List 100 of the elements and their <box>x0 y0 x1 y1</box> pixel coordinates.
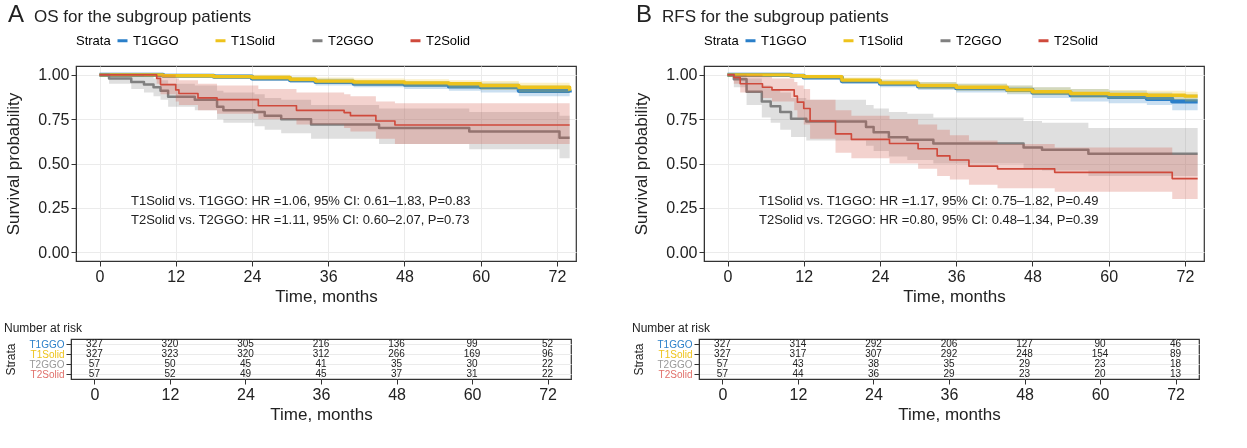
data-label: 57 <box>716 358 729 369</box>
data-label: 305 <box>237 338 255 349</box>
data-label: 38 <box>867 358 880 369</box>
data-label: 323 <box>161 348 179 359</box>
legend-label: T2GGO <box>328 32 374 48</box>
x-tick-label: 36 <box>947 267 966 285</box>
data-label: 30 <box>466 358 479 369</box>
data-label: 35 <box>943 358 955 369</box>
y-tick-label: 0.75 <box>666 110 698 128</box>
x-axis-title: Time, months <box>270 404 373 424</box>
x-tick-label: 0 <box>95 267 105 285</box>
data-label: 96 <box>542 348 554 359</box>
y-tick-label: 0.00 <box>666 243 698 261</box>
x-tick-label: 72 <box>1176 267 1195 285</box>
x-tick-label: 60 <box>1091 385 1110 403</box>
data-label: 99 <box>466 338 479 349</box>
data-label: 57 <box>716 368 729 379</box>
data-label: 266 <box>388 348 406 359</box>
data-label: 90 <box>1094 338 1107 349</box>
x-tick-label: 72 <box>539 385 558 403</box>
x-tick-label: 60 <box>1100 267 1119 285</box>
data-label: 314 <box>789 338 807 349</box>
y-tick-label: 0.00 <box>38 243 70 261</box>
annotation: T2Solid vs. T2GGO: HR =1.11, 95% CI: 0.60–2.07, P=0.73 <box>131 212 470 227</box>
chart-title: A <box>8 0 25 28</box>
data-label: 206 <box>940 338 958 349</box>
y-tick-label: T1Solid <box>658 348 693 360</box>
y-tick-label: T1Solid <box>30 348 65 360</box>
data-label: 44 <box>792 368 804 379</box>
chart-subtitle: RFS for the subgroup patients <box>662 7 889 27</box>
data-label: 29 <box>1018 358 1031 369</box>
legend-title: Strata <box>704 33 740 48</box>
data-label: 20 <box>1094 368 1107 379</box>
legend-label: T2Solid <box>426 32 471 48</box>
data-label: 320 <box>161 338 179 349</box>
x-axis-title: Time, months <box>275 286 378 306</box>
x-tick-label: 0 <box>90 385 100 403</box>
data-label: 18 <box>1170 358 1182 369</box>
x-tick-label: 12 <box>161 385 180 403</box>
data-label: 292 <box>940 348 958 359</box>
y-tick-label: T1GGO <box>29 338 65 350</box>
x-axis-title: Time, months <box>898 404 1001 424</box>
data-label: 307 <box>865 348 883 359</box>
data-label: 292 <box>865 338 883 349</box>
x-tick-label: 60 <box>463 385 482 403</box>
data-label: 52 <box>164 368 176 379</box>
y-axis-title: Survival probability <box>631 92 651 236</box>
data-label: 327 <box>86 348 104 359</box>
data-label: 49 <box>239 368 252 379</box>
data-label: 13 <box>1170 368 1182 379</box>
data-label: 23 <box>1094 358 1107 369</box>
data-label: 31 <box>466 368 479 379</box>
data-label: 46 <box>1170 338 1182 349</box>
data-label: 154 <box>1091 348 1109 359</box>
data-label: 50 <box>164 358 176 369</box>
data-label: 52 <box>542 338 554 349</box>
y-tick-label: 0.25 <box>666 199 698 217</box>
data-label: 327 <box>714 348 732 359</box>
x-tick-label: 12 <box>789 385 808 403</box>
data-label: 22 <box>542 358 554 369</box>
x-tick-label: 48 <box>396 267 414 285</box>
y-tick-label: T2Solid <box>658 368 693 380</box>
annotation: T1Solid vs. T1GGO: HR =1.06, 95% CI: 0.61–1.83, P=0.83 <box>131 193 471 208</box>
x-tick-label: 12 <box>167 267 186 285</box>
x-axis-title: Time, months <box>903 286 1006 306</box>
data-label: 37 <box>390 368 403 379</box>
legend-label: T1Solid <box>231 32 276 48</box>
data-label: 45 <box>239 358 252 369</box>
data-label: 57 <box>88 368 101 379</box>
legend-label: T1GGO <box>761 32 807 48</box>
x-tick-label: 0 <box>718 385 728 403</box>
x-tick-label: 24 <box>237 385 255 403</box>
y-tick-label: T2Solid <box>30 368 65 380</box>
y-tick-label: 0.50 <box>38 155 70 172</box>
y-axis-title: Strata <box>3 343 18 376</box>
data-label: 45 <box>315 368 327 379</box>
data-label: 136 <box>388 338 406 349</box>
y-tick-label: 1.00 <box>38 66 70 84</box>
data-label: 169 <box>463 348 481 359</box>
y-tick-label: T1GGO <box>657 338 693 350</box>
x-tick-label: 24 <box>865 385 883 403</box>
y-tick-label: 0.50 <box>666 155 698 172</box>
data-label: 248 <box>1016 348 1034 359</box>
x-tick-label: 72 <box>1167 385 1186 403</box>
data-label: 327 <box>714 338 732 349</box>
chart-title: Number at risk <box>4 321 84 335</box>
x-tick-label: 24 <box>243 267 262 285</box>
y-axis-title: Strata <box>631 343 646 376</box>
x-tick-label: 36 <box>319 267 338 285</box>
x-tick-label: 0 <box>723 267 733 285</box>
y-tick-label: T2GGO <box>29 358 65 370</box>
y-tick-label: T2GGO <box>657 358 693 370</box>
legend-label: T2Solid <box>1054 32 1099 48</box>
annotation: T2Solid vs. T2GGO: HR =0.80, 95% CI: 0.48–1.34, P=0.39 <box>759 212 1099 227</box>
data-label: 327 <box>86 338 104 349</box>
y-tick-label: 0.25 <box>38 199 70 217</box>
x-tick-label: 48 <box>1016 385 1035 403</box>
data-label: 41 <box>315 358 327 369</box>
data-label: 43 <box>792 358 804 369</box>
x-tick-label: 48 <box>1024 267 1042 285</box>
